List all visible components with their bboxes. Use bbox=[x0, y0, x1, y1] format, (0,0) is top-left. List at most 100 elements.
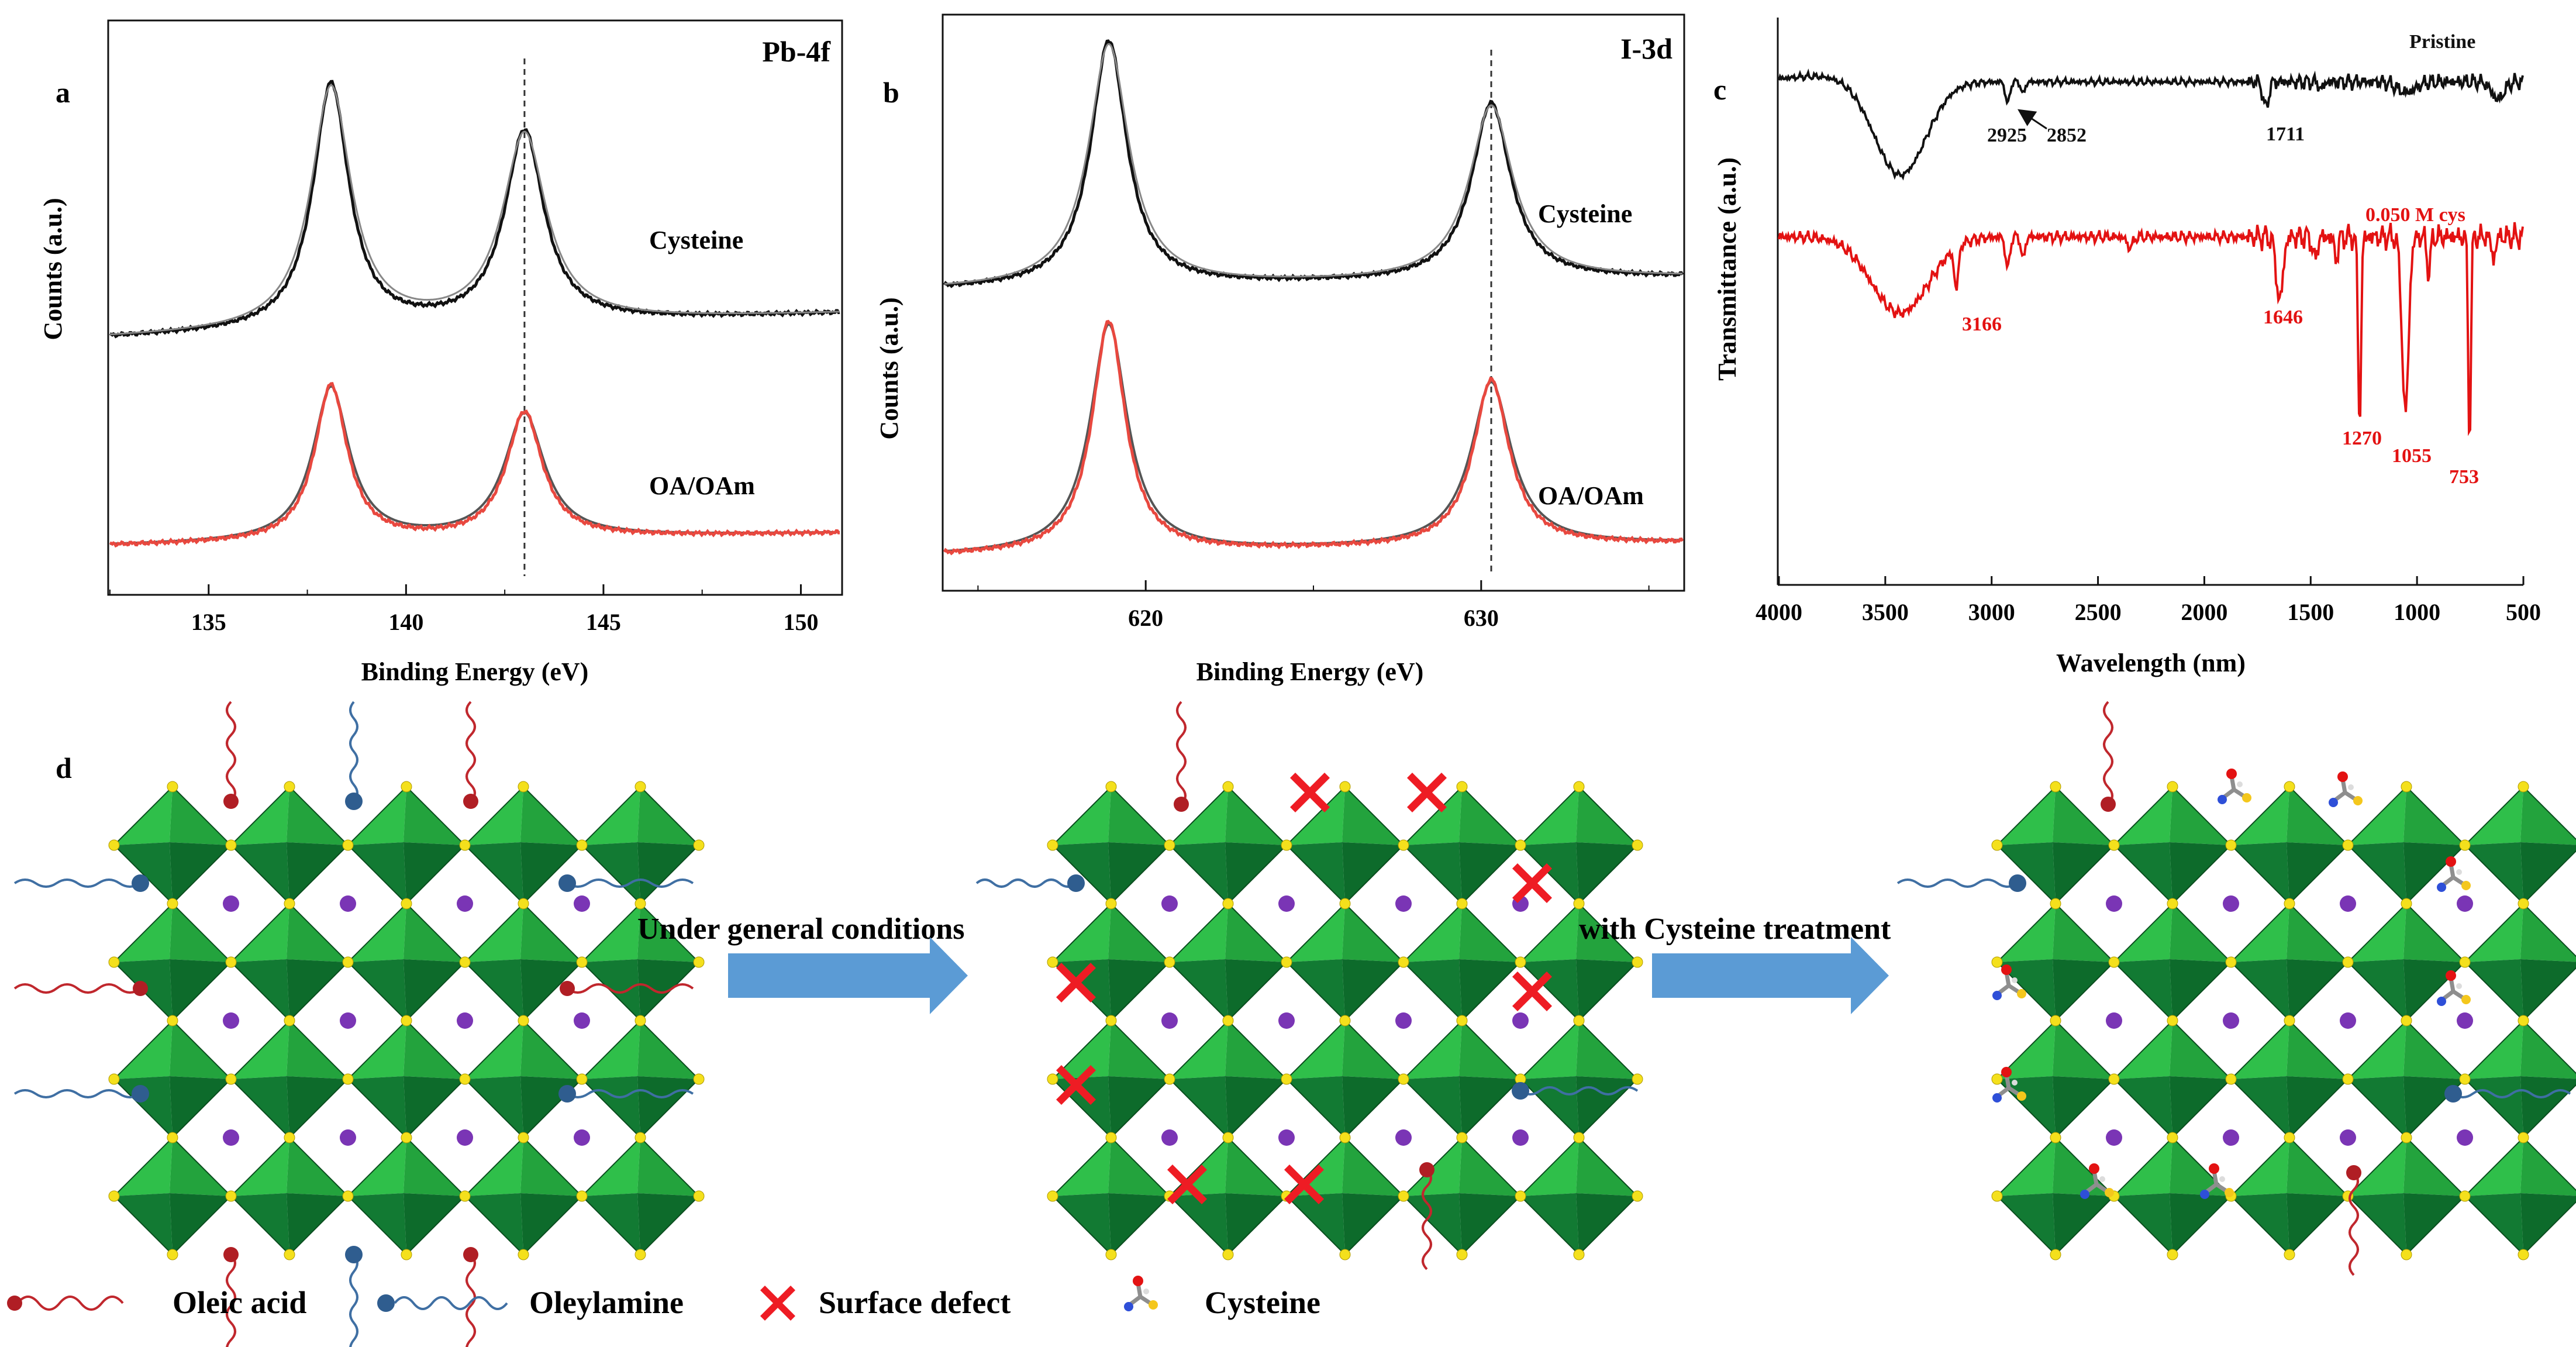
octahedron bbox=[347, 902, 466, 1022]
cation-atom bbox=[2223, 1012, 2239, 1029]
halide-atom bbox=[2401, 1249, 2412, 1260]
halide-atom bbox=[1281, 956, 1292, 968]
halide-atom bbox=[1991, 956, 2003, 968]
halide-atom bbox=[1339, 898, 1351, 910]
cation-atom bbox=[223, 1129, 239, 1146]
halide-atom bbox=[2050, 1249, 2061, 1260]
panel-a-label: a bbox=[56, 76, 70, 109]
oleic-acid-ligand bbox=[560, 981, 694, 996]
lattice-defective bbox=[1047, 781, 1643, 1260]
halide-atom bbox=[2518, 898, 2529, 910]
octahedron bbox=[1402, 1136, 1522, 1256]
panel-a-xaxis: 135 140 145 150 bbox=[109, 584, 818, 635]
oleylamine-ligand bbox=[1896, 874, 2026, 892]
panel-a-label-oaoam: OA/OAm bbox=[649, 471, 755, 500]
halide-atom bbox=[1047, 1190, 1058, 1202]
halide-atom bbox=[576, 839, 588, 851]
octahedron bbox=[1168, 902, 1288, 1022]
halide-atom bbox=[1515, 1190, 1526, 1202]
halide-atom bbox=[1164, 1073, 1175, 1085]
panel-c-ylabel: Transmittance (a.u.) bbox=[1713, 157, 1742, 381]
panel-c-label-cys: 0.050 M cys bbox=[2365, 204, 2465, 226]
halide-atom bbox=[1222, 1015, 1234, 1026]
halide-atom bbox=[1164, 956, 1175, 968]
halide-atom bbox=[1222, 898, 1234, 910]
panel-a-xlabel: Binding Energy (eV) bbox=[361, 657, 589, 686]
halide-atom bbox=[576, 1073, 588, 1085]
legend-label-cysteine: Cysteine bbox=[1205, 1285, 1320, 1320]
surface-defect-x-icon bbox=[1167, 1165, 1207, 1204]
peak-label-1270: 1270 bbox=[2342, 428, 2382, 449]
halide-atom bbox=[459, 956, 471, 968]
halide-atom bbox=[225, 839, 237, 851]
oleic-acid-ligand bbox=[223, 1247, 239, 1347]
halide-atom bbox=[2284, 898, 2295, 910]
panel-a-label-cysteine: Cysteine bbox=[649, 226, 743, 254]
halide-atom bbox=[401, 1132, 412, 1143]
halide-atom bbox=[2050, 781, 2061, 793]
xtick-label-630: 630 bbox=[1464, 605, 1499, 631]
peak-2852-arrow bbox=[2018, 109, 2047, 130]
peak-label-1711: 1711 bbox=[2266, 123, 2305, 145]
surface-defect-x-icon bbox=[1284, 1165, 1324, 1204]
halide-atom bbox=[1222, 1249, 1234, 1260]
oleylamine-ligand bbox=[345, 1246, 363, 1347]
xtick-label-4000: 4000 bbox=[1756, 599, 1802, 625]
halide-atom bbox=[693, 1073, 705, 1085]
cation-atom bbox=[457, 1129, 473, 1146]
octahedron bbox=[113, 1019, 232, 1139]
cysteine-molecule-icon bbox=[1992, 964, 2026, 1000]
halide-atom bbox=[2342, 956, 2354, 968]
octahedron bbox=[1519, 1019, 1639, 1139]
cysteine-molecule-icon bbox=[1124, 1276, 1158, 1311]
surface-defect-x-icon bbox=[1056, 963, 1096, 1003]
cation-atom bbox=[574, 1129, 590, 1146]
oleylamine-ligand bbox=[558, 1085, 694, 1103]
halide-atom bbox=[2167, 1249, 2178, 1260]
halide-atom bbox=[1991, 839, 2003, 851]
halide-atom bbox=[1573, 1015, 1585, 1026]
octahedron bbox=[230, 786, 349, 905]
halide-atom bbox=[459, 1190, 471, 1202]
halide-atom bbox=[518, 1132, 529, 1143]
halide-atom bbox=[1047, 1073, 1058, 1085]
octahedron bbox=[1168, 786, 1288, 905]
cation-atom bbox=[1395, 1012, 1412, 1029]
octahedron bbox=[581, 1136, 700, 1256]
step-arrow-cysteine bbox=[1652, 937, 1889, 1014]
cation-atom bbox=[1161, 1129, 1178, 1146]
halide-atom bbox=[1573, 898, 1585, 910]
panel-a-title: Pb-4f bbox=[762, 35, 831, 68]
cation-atom bbox=[1278, 1012, 1295, 1029]
surface-defect-x-icon bbox=[1056, 1065, 1096, 1105]
cation-atom bbox=[1161, 895, 1178, 912]
halide-atom bbox=[634, 781, 646, 793]
octahedron bbox=[2113, 1019, 2232, 1139]
cation-atom bbox=[2457, 1012, 2473, 1029]
surface-ligands bbox=[13, 701, 2571, 1347]
step-label-general: Under general conditions bbox=[637, 912, 965, 946]
octahedron bbox=[1285, 1136, 1405, 1256]
oleylamine-ligand bbox=[1512, 1082, 1639, 1100]
octahedron bbox=[581, 786, 700, 905]
cation-atom bbox=[1512, 1129, 1529, 1146]
halide-atom bbox=[284, 1015, 295, 1026]
halide-atom bbox=[401, 1015, 412, 1026]
halide-atom bbox=[2225, 956, 2237, 968]
peak-label-3166: 3166 bbox=[1962, 314, 2002, 335]
panel-a-series-oaoam bbox=[109, 382, 840, 548]
halide-atom bbox=[518, 781, 529, 793]
halide-atom bbox=[108, 956, 120, 968]
cation-atom bbox=[223, 895, 239, 912]
halide-atom bbox=[342, 1190, 354, 1202]
panel-b-label: b bbox=[883, 76, 899, 109]
oleic-acid-ligand bbox=[2346, 1165, 2361, 1276]
xtick-label-1500: 1500 bbox=[2287, 599, 2334, 625]
panel-c-series-cys bbox=[1778, 222, 2524, 436]
octahedron bbox=[1402, 902, 1522, 1022]
halide-atom bbox=[1456, 898, 1468, 910]
octahedron bbox=[1996, 786, 2115, 905]
halide-atom bbox=[459, 1073, 471, 1085]
panel-d: d Under general conditions with Cysteine… bbox=[7, 701, 2576, 1347]
halide-atom bbox=[2342, 839, 2354, 851]
